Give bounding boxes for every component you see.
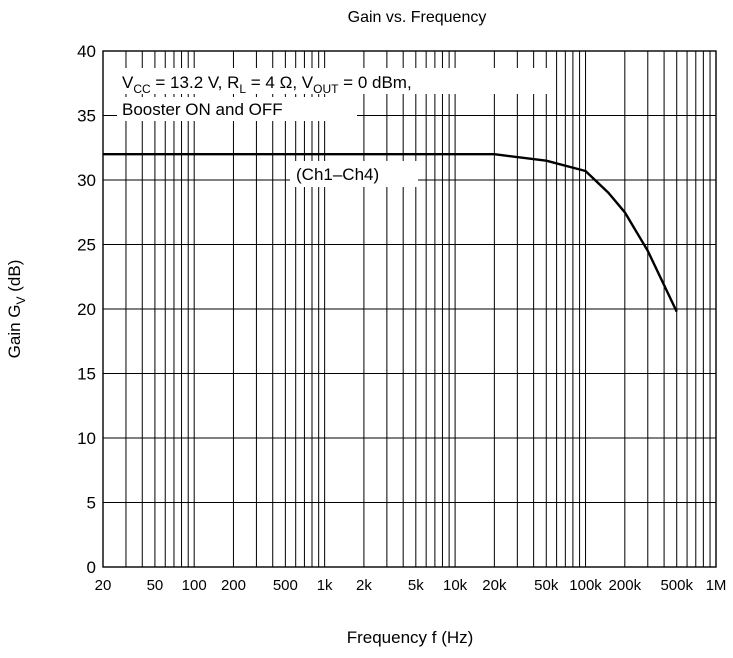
x-tick-label: 20 bbox=[95, 577, 112, 594]
series-label-mask bbox=[290, 161, 418, 187]
x-tick-label: 500 bbox=[273, 577, 298, 594]
conditions-line-2: Booster ON and OFF bbox=[122, 100, 283, 119]
plot-frame bbox=[102, 50, 717, 568]
x-tick-label: 50k bbox=[534, 577, 559, 594]
grid bbox=[103, 51, 716, 567]
x-tick-label: 20k bbox=[482, 577, 507, 594]
y-axis-label: Gain GV (dB) bbox=[5, 260, 28, 359]
y-tick-label: 0 bbox=[87, 558, 96, 577]
y-tick-label: 20 bbox=[77, 300, 96, 319]
x-tick-label: 10k bbox=[443, 577, 468, 594]
y-tick-label: 35 bbox=[77, 107, 96, 126]
x-tick-label: 50 bbox=[147, 577, 164, 594]
x-tick-label: 500k bbox=[660, 577, 693, 594]
y-tick-label: 30 bbox=[77, 171, 96, 190]
conditions-mask-2 bbox=[117, 97, 357, 121]
chart-title: Gain vs. Frequency bbox=[348, 9, 487, 26]
series-line-ch1-ch4 bbox=[103, 153, 678, 313]
x-tick-label: 100 bbox=[182, 577, 207, 594]
x-tick-label: 200 bbox=[221, 577, 246, 594]
x-tick-label: 100k bbox=[569, 577, 602, 594]
y-tick-label: 15 bbox=[77, 365, 96, 384]
x-tick-label: 1M bbox=[706, 577, 727, 594]
x-tick-label: 5k bbox=[408, 577, 424, 594]
x-tick-label: 200k bbox=[609, 577, 642, 594]
x-axis-ticks: 20 50 100 200 500 1k 2k 5k 10k 20k 50k 100k 200k 500k… bbox=[95, 577, 727, 594]
x-axis-label: Frequency f (Hz) bbox=[347, 628, 474, 647]
series-label: (Ch1–Ch4) bbox=[296, 165, 379, 184]
conditions-line-1: VCC = 13.2 V, RL = 4 Ω, VOUT = 0 dBm, bbox=[122, 73, 412, 96]
x-tick-label: 1k bbox=[317, 577, 333, 594]
y-axis-ticks: 0 5 10 15 20 25 30 35 40 bbox=[77, 42, 96, 577]
y-tick-label: 40 bbox=[77, 42, 96, 61]
conditions-mask-1 bbox=[117, 68, 551, 94]
y-tick-label: 5 bbox=[87, 494, 96, 513]
y-tick-label: 25 bbox=[77, 236, 96, 255]
x-tick-label: 2k bbox=[356, 577, 372, 594]
conditions-annotation: VCC = 13.2 V, RL = 4 Ω, VOUT = 0 dBm, Bo… bbox=[122, 73, 412, 119]
y-tick-label: 10 bbox=[77, 429, 96, 448]
